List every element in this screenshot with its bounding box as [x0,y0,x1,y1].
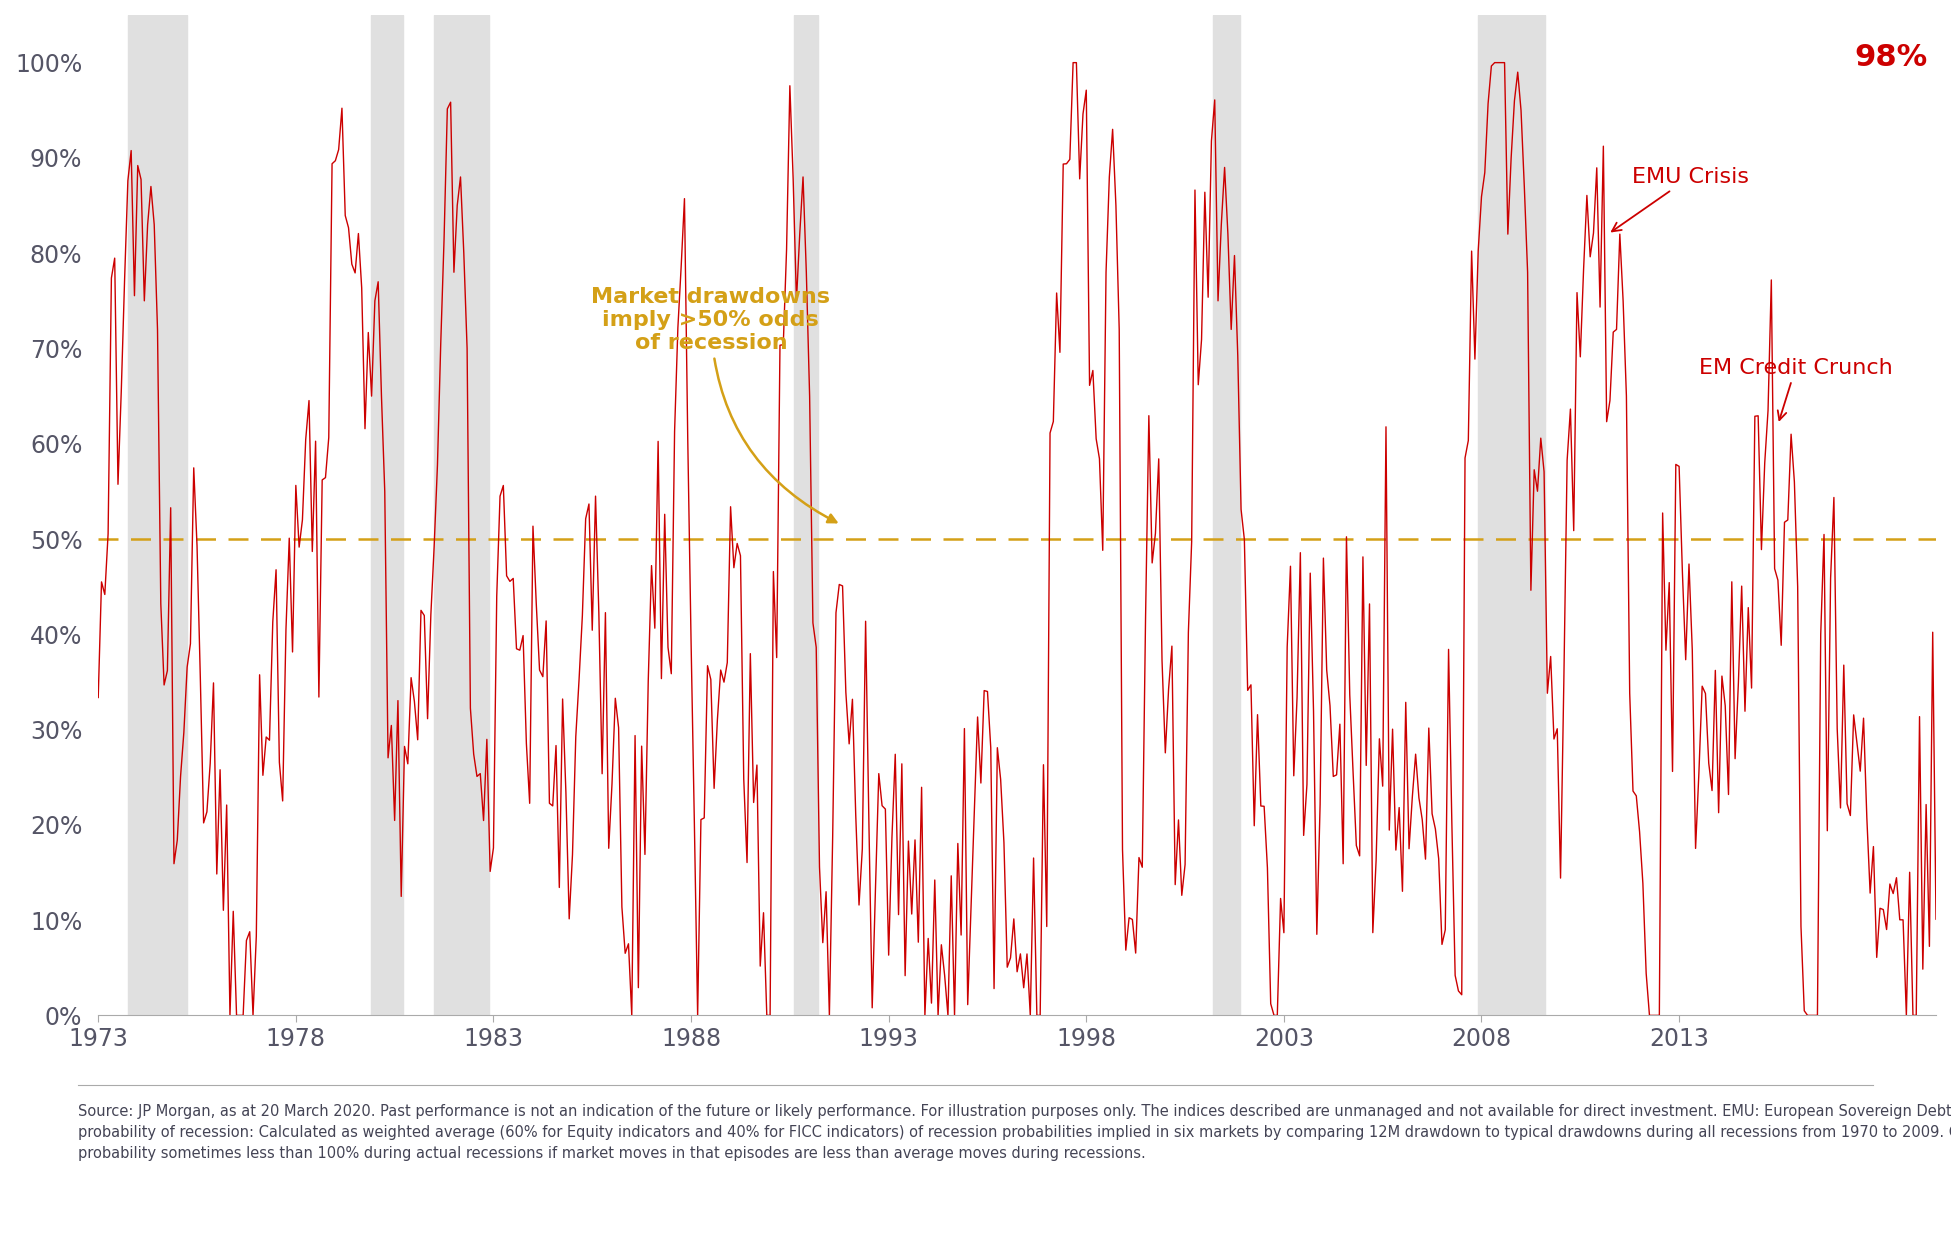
Text: EM Credit Crunch: EM Credit Crunch [1699,358,1892,420]
Text: Market drawdowns
imply >50% odds
of recession: Market drawdowns imply >50% odds of rece… [591,287,837,522]
Bar [435,15,490,1015]
Bar [794,15,817,1015]
Bar [1214,15,1241,1015]
Bar [129,15,187,1015]
Text: 98%: 98% [1855,44,1928,72]
Bar [371,15,402,1015]
Text: Source: JP Morgan, as at 20 March 2020. Past performance is not an indication of: Source: JP Morgan, as at 20 March 2020. … [78,1104,1951,1161]
Text: EMU Crisis: EMU Crisis [1612,167,1748,232]
Bar [1477,15,1545,1015]
